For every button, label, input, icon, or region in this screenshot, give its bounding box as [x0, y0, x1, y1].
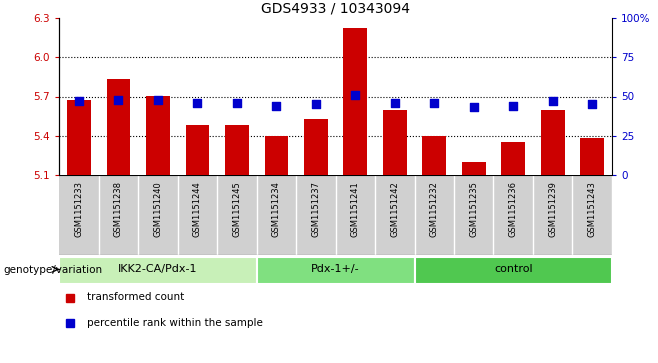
- Bar: [225, 125, 249, 175]
- Bar: [422, 136, 446, 175]
- Text: IKK2-CA/Pdx-1: IKK2-CA/Pdx-1: [118, 264, 197, 274]
- Bar: [107, 79, 130, 175]
- Text: transformed count: transformed count: [87, 293, 184, 302]
- Bar: [146, 97, 170, 175]
- FancyBboxPatch shape: [415, 257, 612, 284]
- Bar: [336, 175, 375, 255]
- Bar: [375, 175, 415, 255]
- Text: GSM1151245: GSM1151245: [232, 182, 241, 237]
- Bar: [304, 119, 328, 175]
- Point: [587, 101, 597, 107]
- Point: [113, 97, 124, 102]
- Text: GSM1151236: GSM1151236: [509, 182, 518, 237]
- Bar: [99, 175, 138, 255]
- Text: GSM1151238: GSM1151238: [114, 182, 123, 237]
- Bar: [186, 125, 209, 175]
- Bar: [572, 175, 612, 255]
- Title: GDS4933 / 10343094: GDS4933 / 10343094: [261, 1, 410, 16]
- Bar: [265, 136, 288, 175]
- Point: [429, 100, 440, 106]
- Text: GSM1151241: GSM1151241: [351, 182, 360, 237]
- Text: GSM1151244: GSM1151244: [193, 182, 202, 237]
- Text: genotype/variation: genotype/variation: [3, 265, 103, 275]
- Text: GSM1151232: GSM1151232: [430, 182, 439, 237]
- Bar: [415, 175, 454, 255]
- Text: control: control: [494, 264, 532, 274]
- Point: [192, 100, 203, 106]
- Point: [271, 103, 282, 109]
- Bar: [533, 175, 572, 255]
- Text: GSM1151235: GSM1151235: [469, 182, 478, 237]
- Text: GSM1151243: GSM1151243: [588, 182, 597, 237]
- Point: [390, 100, 400, 106]
- Text: GSM1151237: GSM1151237: [311, 182, 320, 237]
- Bar: [138, 175, 178, 255]
- Point: [153, 97, 163, 102]
- Point: [311, 101, 321, 107]
- Point: [468, 105, 479, 110]
- Point: [74, 98, 84, 104]
- Point: [508, 103, 519, 109]
- Bar: [580, 138, 604, 175]
- Bar: [501, 142, 525, 175]
- Text: GSM1151239: GSM1151239: [548, 182, 557, 237]
- Text: GSM1151234: GSM1151234: [272, 182, 281, 237]
- Point: [547, 98, 558, 104]
- Point: [232, 100, 242, 106]
- Bar: [494, 175, 533, 255]
- Text: percentile rank within the sample: percentile rank within the sample: [87, 318, 263, 327]
- Bar: [383, 110, 407, 175]
- FancyBboxPatch shape: [257, 257, 415, 284]
- Bar: [257, 175, 296, 255]
- Text: GSM1151242: GSM1151242: [390, 182, 399, 237]
- Bar: [178, 175, 217, 255]
- Bar: [59, 175, 99, 255]
- FancyBboxPatch shape: [59, 257, 257, 284]
- Bar: [67, 101, 91, 175]
- Bar: [454, 175, 494, 255]
- Bar: [343, 28, 367, 175]
- Text: GSM1151240: GSM1151240: [153, 182, 163, 237]
- Text: Pdx-1+/-: Pdx-1+/-: [311, 264, 360, 274]
- Bar: [541, 110, 565, 175]
- Text: GSM1151233: GSM1151233: [74, 182, 84, 237]
- Bar: [296, 175, 336, 255]
- Bar: [217, 175, 257, 255]
- Point: [350, 92, 361, 98]
- Bar: [462, 162, 486, 175]
